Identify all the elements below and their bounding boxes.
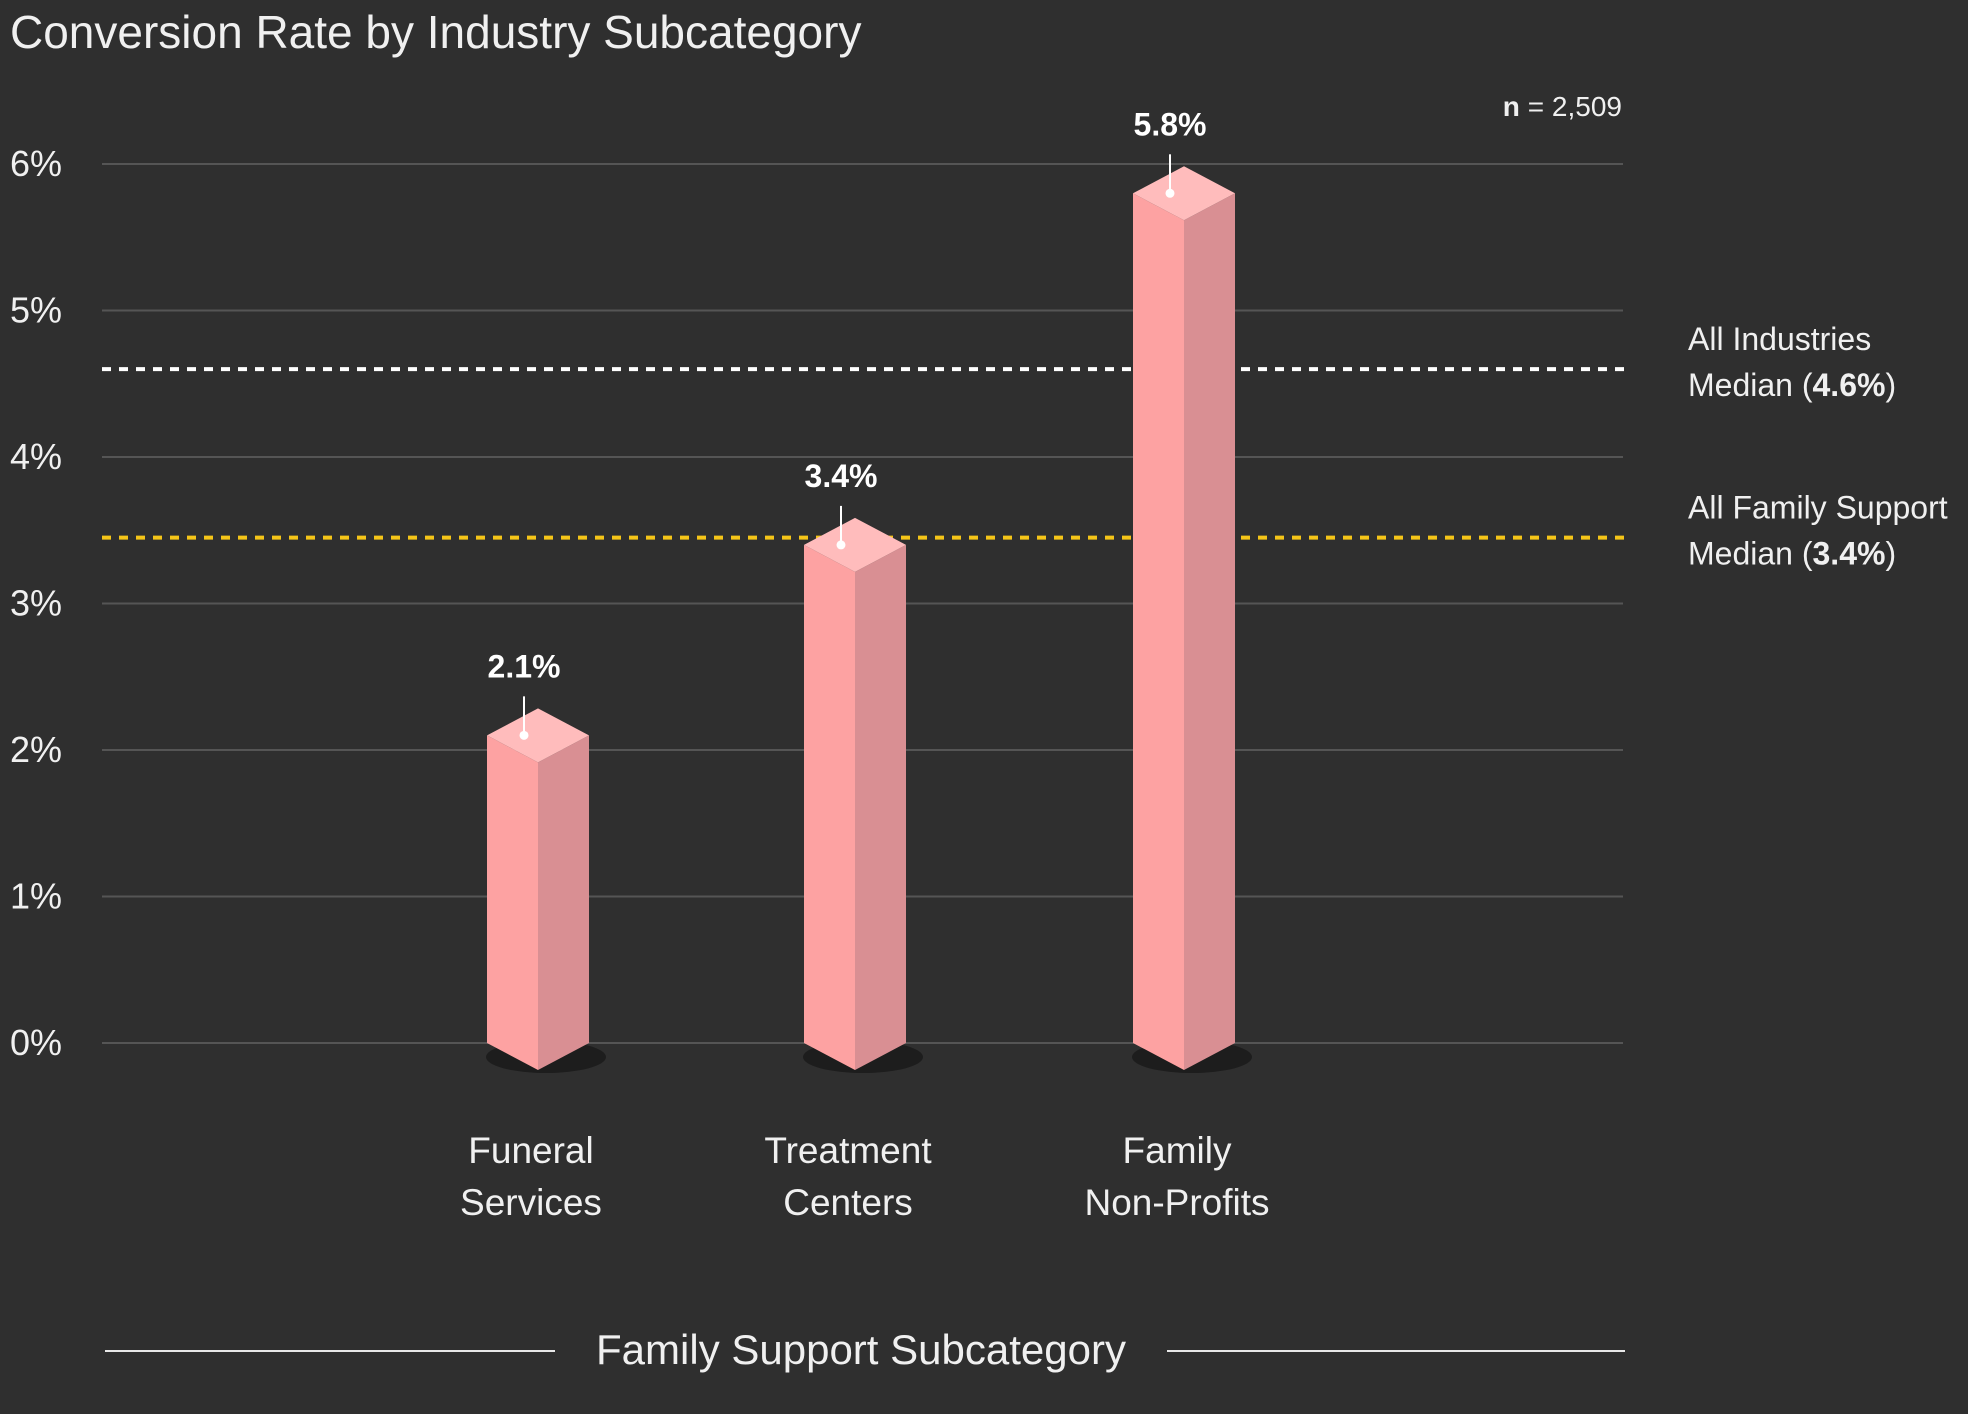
bar-top-face [804,517,906,572]
bar-top-face [1133,166,1235,221]
reference-value: 3.4% [1813,536,1886,572]
y-tick-label: 3% [10,583,62,624]
reference-line-label: All Industries [1688,321,1871,357]
reference-prefix: Median ( [1688,367,1813,403]
x-tick-label: Non-Profits [1084,1182,1269,1223]
bars: 2.1% 3.4% 5.8% [486,106,1252,1073]
y-tick-label: 4% [10,436,62,477]
reference-suffix: ) [1885,536,1896,572]
x-axis-label: Family Support Subcategory [596,1326,1126,1373]
category-labels: Funeral Services Treatment Centers Family Non… [460,1130,1269,1223]
sample-size-label: n = 2,509 [1503,91,1622,122]
reference-suffix: ) [1885,367,1896,403]
bar [1132,154,1252,1073]
y-axis-ticks: 0% 1% 2% 3% 4% 5% 6% [10,143,62,1063]
y-tick-label: 6% [10,143,62,184]
bar-value-label: 2.1% [488,648,561,684]
reference-lines [102,367,1628,540]
bar-value-label: 5.8% [1134,106,1207,142]
x-tick-label: Services [460,1182,602,1223]
x-tick-label: Treatment [764,1130,932,1171]
bar-front-face [487,735,538,1070]
y-tick-label: 1% [10,876,62,917]
x-tick-label: Centers [783,1182,913,1223]
bar-side-face [538,735,589,1070]
bar-value-dot [1165,188,1175,198]
bar-top-face [487,708,589,763]
reference-prefix: Median ( [1688,536,1813,572]
y-tick-label: 0% [10,1022,62,1063]
bar [486,696,606,1073]
reference-line-label: All Family Support [1688,490,1948,526]
y-tick-label: 2% [10,729,62,770]
bar-value-dot [836,540,846,550]
x-tick-label: Family [1123,1130,1232,1171]
reference-line-value-label: Median (4.6%) [1688,367,1896,403]
bar-front-face [1133,193,1184,1071]
bar-value-dot [519,730,529,740]
bar-side-face [855,544,906,1070]
bar-front-face [804,544,855,1070]
bar-value-label: 3.4% [805,458,878,494]
x-tick-label: Funeral [468,1130,593,1171]
chart-title: Conversion Rate by Industry Subcategory [10,6,861,58]
bar [803,505,923,1073]
y-tick-label: 5% [10,290,62,331]
bar-side-face [1184,193,1235,1071]
reference-value: 4.6% [1813,367,1886,403]
sample-size-n: n [1503,91,1520,122]
sample-size-value: = 2,509 [1528,91,1622,122]
reference-line-value-label: Median (3.4%) [1688,536,1896,572]
